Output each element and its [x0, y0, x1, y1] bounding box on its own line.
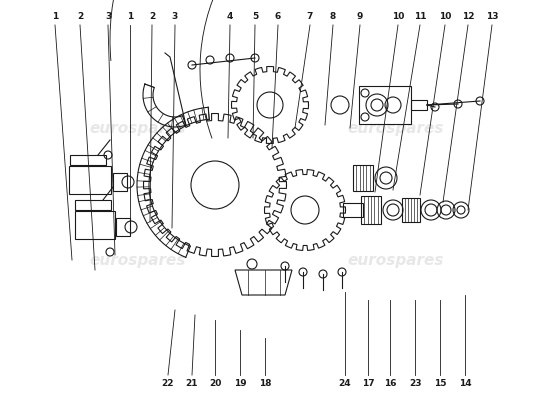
Text: 24: 24: [339, 379, 351, 388]
Text: 4: 4: [227, 12, 233, 21]
Bar: [113, 173, 127, 191]
Text: 1: 1: [127, 12, 133, 21]
Text: 15: 15: [434, 379, 446, 388]
Text: 7: 7: [307, 12, 313, 21]
Text: 20: 20: [209, 379, 221, 388]
Text: 16: 16: [384, 379, 396, 388]
Text: 18: 18: [258, 379, 271, 388]
Text: 1: 1: [52, 12, 58, 21]
Bar: [116, 218, 130, 236]
Bar: [361, 196, 381, 224]
Text: 19: 19: [234, 379, 246, 388]
Bar: [343, 203, 363, 217]
Text: 12: 12: [462, 12, 474, 21]
Text: eurospares: eurospares: [348, 252, 444, 268]
Text: eurospares: eurospares: [348, 120, 444, 136]
Text: 3: 3: [105, 12, 111, 21]
Text: 21: 21: [186, 379, 198, 388]
Text: 13: 13: [486, 12, 498, 21]
Text: 17: 17: [362, 379, 375, 388]
Bar: [70, 155, 106, 165]
Text: eurospares: eurospares: [89, 252, 186, 268]
Text: 22: 22: [162, 379, 174, 388]
Text: 23: 23: [409, 379, 421, 388]
Bar: [75, 211, 115, 239]
Bar: [69, 166, 111, 194]
Text: 3: 3: [172, 12, 178, 21]
Text: 11: 11: [414, 12, 426, 21]
Bar: [402, 198, 420, 222]
Text: 5: 5: [252, 12, 258, 21]
Bar: [359, 86, 411, 124]
Text: 8: 8: [330, 12, 336, 21]
Text: eurospares: eurospares: [89, 120, 186, 136]
Text: 9: 9: [357, 12, 363, 21]
Text: 10: 10: [392, 12, 404, 21]
Text: 14: 14: [459, 379, 471, 388]
Bar: [353, 165, 373, 191]
Bar: [75, 200, 111, 210]
Text: 2: 2: [149, 12, 155, 21]
Text: 6: 6: [275, 12, 281, 21]
Bar: [411, 100, 427, 110]
Text: 2: 2: [77, 12, 83, 21]
Text: 10: 10: [439, 12, 451, 21]
